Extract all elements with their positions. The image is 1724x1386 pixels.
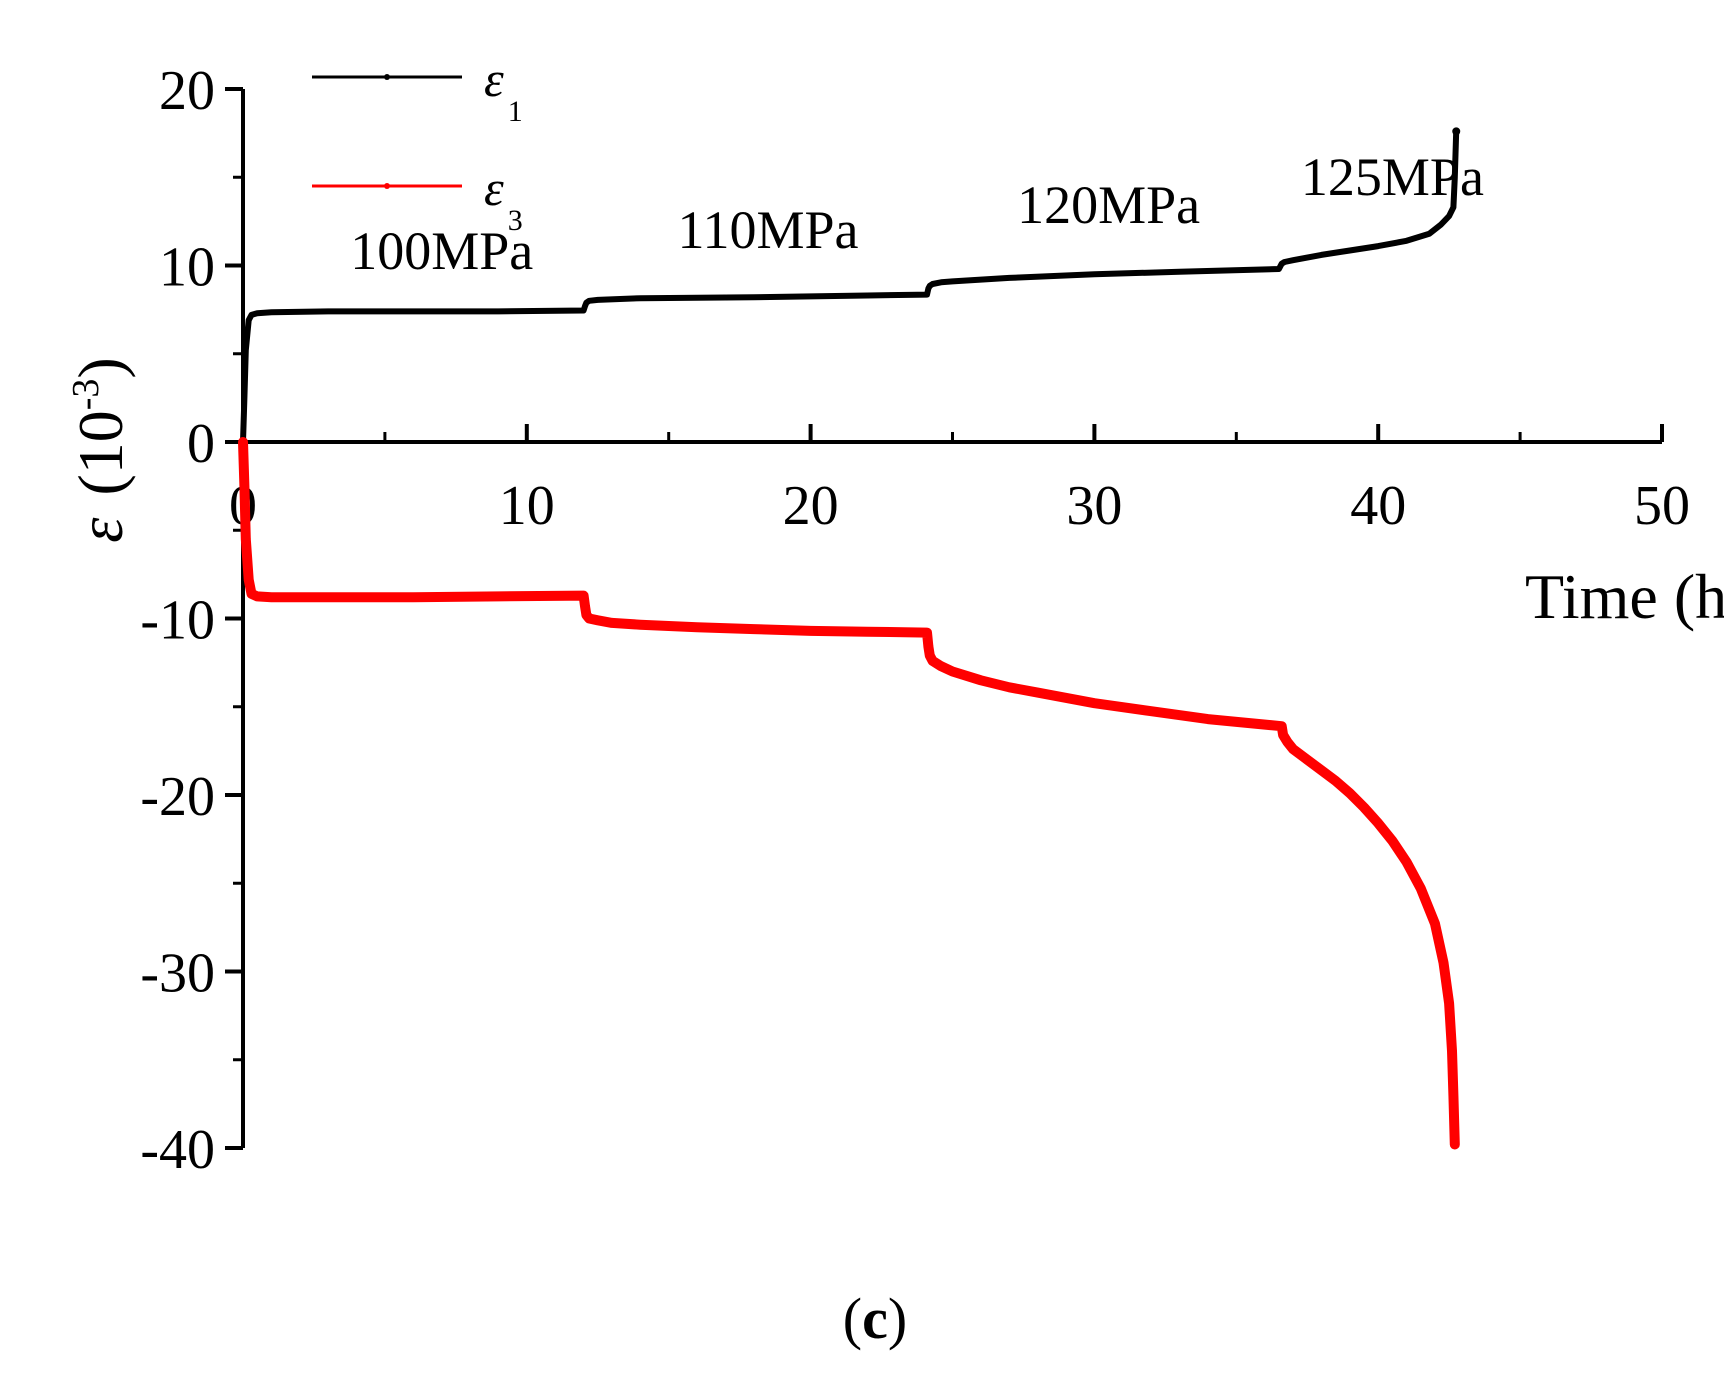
series-layer [238,127,1461,1150]
panel-label-letter: c [862,1286,888,1351]
y-tick-label: -40 [140,1119,215,1181]
y-tick-label: -10 [140,590,215,652]
y-tick-label: -20 [140,766,215,828]
legend-subscript-e3: 3 [508,204,523,237]
legend-label-e3: ε3 [484,160,523,237]
legend-symbol-e1: ε [484,51,504,107]
y-axis-title: ε (10-3) [65,357,136,543]
y-axis-symbol: ε [65,517,136,543]
annotations: 100MPa 110MPa 120MPa 125MPa [350,147,1484,281]
series-line-e1 [240,128,1460,445]
legend-marker-e1 [384,74,390,80]
x-tick-label: 20 [783,475,839,537]
x-tick-label: 40 [1350,475,1406,537]
y-tick-label: -30 [140,943,215,1005]
y-axis-unit-close: ) [65,357,136,378]
panel-label: (c) [843,1286,907,1351]
legend-subscript-e1: 1 [508,95,523,128]
annotation-100mpa: 100MPa [350,221,533,281]
annotation-125mpa: 125MPa [1301,147,1484,207]
series-end-point-e3 [1450,1140,1459,1149]
y-tick-label: 10 [159,237,215,299]
y-axis-unit-open: (10 [65,410,136,495]
x-tick-label: 10 [499,475,555,537]
annotation-120mpa: 120MPa [1017,175,1200,235]
x-tick-label: 30 [1066,475,1122,537]
annotation-110mpa: 110MPa [677,200,858,260]
panel-label-close: ) [888,1286,907,1351]
series-end-point-e1 [1452,127,1461,136]
legend: ε1 ε3 [312,51,523,237]
series-line-e3 [238,437,1460,1150]
legend-marker-e3 [384,183,390,189]
y-axis-unit-exponent: -3 [65,379,107,411]
y-tick-label: 20 [159,60,215,122]
panel-label-open: ( [843,1286,862,1351]
legend-symbol-e3: ε [484,160,504,216]
x-tick-label: 50 [1634,475,1690,537]
y-tick-label: 0 [187,413,215,475]
legend-label-e1: ε1 [484,51,523,128]
x-axis-title: Time (h) [1525,561,1724,632]
